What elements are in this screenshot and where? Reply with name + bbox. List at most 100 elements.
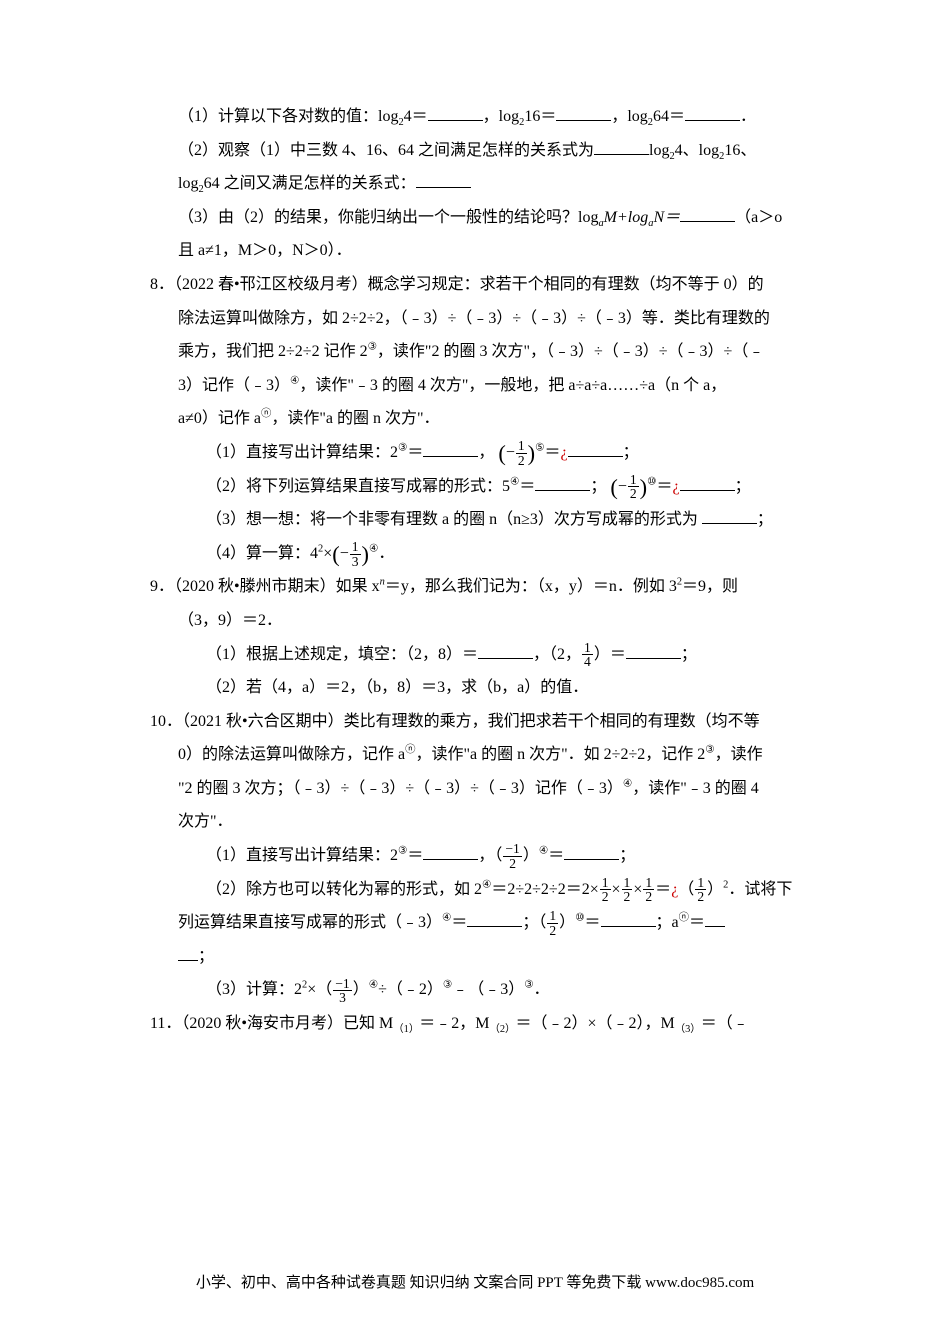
t: ；: [623, 444, 639, 461]
den: 2: [628, 486, 639, 501]
t: 列运算结果直接写成幂的形式（﹣3）: [178, 914, 442, 931]
t: （3，9）＝2．: [178, 612, 282, 629]
t: （1）计算以下各对数的值：log: [178, 108, 398, 125]
t: 4＝: [404, 108, 428, 125]
num: 1: [643, 876, 654, 890]
t: log: [178, 175, 198, 192]
frac: 12: [599, 876, 612, 904]
t: （3）想一想：将一个非零有理数 a 的圈 n（n≥3）次方写成幂的形式为: [206, 511, 702, 528]
sup: ④: [369, 543, 378, 554]
frac: 12: [515, 439, 528, 467]
q9-s2: （2）若（4，a）＝2，（b，8）＝3，求（b，a）的值．: [150, 671, 830, 705]
sub: （3）: [675, 1024, 701, 1035]
q8-l2: 除法运算叫做除方，如 2÷2÷2，（﹣3）÷（﹣3）÷（﹣3）÷（﹣3）等．类比…: [150, 302, 830, 336]
q8-s3: （3）想一想：将一个非零有理数 a 的圈 n（n≥3）次方写成幂的形式为 ；: [150, 503, 830, 537]
num: 1: [350, 540, 361, 554]
q8-l5: a≠0）记作 aⓝ，读作"a 的圈 n 次方"．: [150, 402, 830, 436]
frac: −13: [332, 977, 352, 1005]
t: a≠0）记作 a: [178, 410, 261, 427]
sup: ③: [524, 980, 533, 991]
frac: 12: [546, 909, 559, 937]
page: （1）计算以下各对数的值：log24＝，log216＝，log264＝． （2）…: [0, 0, 950, 1344]
sup: ⑩: [575, 913, 584, 924]
den: 3: [350, 554, 361, 569]
t: ＝: [585, 914, 601, 931]
q8-head: 8．（2022 春•邗江区校级月考）概念学习规定：求若干个相同的有理数（均不等于…: [150, 268, 830, 302]
t: （1）直接写出计算结果：2: [206, 847, 398, 864]
t: （3）计算：2: [206, 981, 302, 998]
t: ×（: [307, 981, 332, 998]
line-p2a: （2）观察（1）中三数 4、16、64 之间满足怎样的关系式为log24、log…: [150, 134, 830, 168]
t: ＝9，则: [682, 578, 738, 595]
sup: ⓝ: [405, 745, 415, 756]
t: M+log: [604, 209, 649, 226]
sup: ④: [539, 846, 548, 857]
blank: [601, 910, 656, 927]
t: "2 的圈 3 次方；（﹣3）÷（﹣3）÷（﹣3）÷（﹣3）记作（﹣3）: [178, 780, 623, 797]
frac: 12: [642, 876, 655, 904]
t: （3）由（2）的结果，你能归纳出一个一般性的结论吗？log: [178, 209, 598, 226]
q10-l3: "2 的圈 3 次方；（﹣3）÷（﹣3）÷（﹣3）÷（﹣3）记作（﹣3）④，读作…: [150, 772, 830, 806]
t: ，: [478, 444, 494, 461]
t: ＝: [656, 478, 672, 495]
num: −1: [503, 842, 521, 856]
t: ＝: [655, 881, 671, 898]
sup: ④: [510, 476, 519, 487]
t: ＝: [548, 847, 564, 864]
t: ；: [198, 948, 214, 965]
t: （2）将下列运算结果直接写成幂的形式：5: [206, 478, 510, 495]
t: （1）根据上述规定，填空：（2，8）＝: [206, 646, 478, 663]
t: 且 a≠1，M＞0，N＞0）．: [178, 242, 352, 259]
t: ＝: [519, 478, 535, 495]
footer: 小学、初中、高中各种试卷真题 知识归纳 文案合同 PPT 等免费下载 www.d…: [0, 1268, 950, 1300]
q10-s3: （3）计算：22×（−13）④÷（﹣2）③﹣（﹣3）③．: [150, 973, 830, 1007]
t: ＝y，那么我们记为：（x，y）＝n．例如 3: [385, 578, 677, 595]
den: 2: [547, 923, 558, 938]
t: 64＝: [653, 108, 685, 125]
blank: [568, 440, 623, 457]
frac: 14: [581, 641, 594, 669]
num: 1: [516, 439, 527, 453]
t: ＝: [544, 444, 560, 461]
blank: [535, 474, 590, 491]
q11-head: 11．（2020 秋•海安市月考）已知 M（1）＝﹣2，M（2）＝（﹣2）×（﹣…: [150, 1007, 830, 1041]
t: ，log: [611, 108, 647, 125]
t: ，读作"﹣3 的圈 4 次方"，一般地，把 a÷a÷a……÷a（n 个 a，: [299, 377, 726, 394]
q9-s1: （1）根据上述规定，填空：（2，8）＝，（2，14）＝；: [150, 638, 830, 672]
sup: ④: [442, 913, 451, 924]
t: ，（2，: [533, 646, 581, 663]
t: ；: [619, 847, 635, 864]
q10-l4: 次方"．: [150, 805, 830, 839]
q8-s1: （1）直接写出计算结果：2③＝， (−12)⑤＝¿；: [150, 436, 830, 470]
blank: [685, 104, 740, 121]
q8-s2: （2）将下列运算结果直接写成幂的形式：5④＝； (−12)⑩＝¿；: [150, 470, 830, 504]
blank: [680, 205, 735, 222]
q9-l2: （3，9）＝2．: [150, 604, 830, 638]
den: 2: [695, 889, 706, 904]
t: 16＝: [524, 108, 556, 125]
q9-head: 9．（2020 秋•滕州市期末）如果 xn＝y，那么我们记为：（x，y）＝n．例…: [150, 570, 830, 604]
t: 11．（2020 秋•海安市月考）已知 M: [150, 1015, 393, 1032]
frac: 12: [627, 473, 640, 501]
t: ．: [740, 108, 756, 125]
sup: ④: [290, 375, 299, 386]
t: 次方"．: [178, 813, 233, 830]
den: 2: [516, 453, 527, 468]
frac: −12: [502, 842, 522, 870]
frac: 13: [349, 540, 362, 568]
blank: [594, 138, 649, 155]
num: 1: [628, 473, 639, 487]
den: 2: [503, 856, 521, 871]
line-p3b: 且 a≠1，M＞0，N＞0）．: [150, 234, 830, 268]
t: ×: [323, 545, 332, 562]
num: 1: [600, 876, 611, 890]
t: ＝2÷2÷2÷2＝2×: [491, 881, 598, 898]
t: ；a: [656, 914, 679, 931]
q10-head: 10．（2021 秋•六合区期中）类比有理数的乘方，我们把求若干个相同的有理数（…: [150, 705, 830, 739]
line-p1: （1）计算以下各对数的值：log24＝，log216＝，log264＝．: [150, 100, 830, 134]
blank: [702, 507, 757, 524]
q8-l4: 3）记作（﹣3）④，读作"﹣3 的圈 4 次方"，一般地，把 a÷a÷a……÷a…: [150, 369, 830, 403]
t: 8．（2022 春•邗江区校级月考）概念学习规定：求若干个相同的有理数（均不等于…: [150, 276, 764, 293]
blank: [556, 104, 611, 121]
sub: （2）: [489, 1024, 515, 1035]
